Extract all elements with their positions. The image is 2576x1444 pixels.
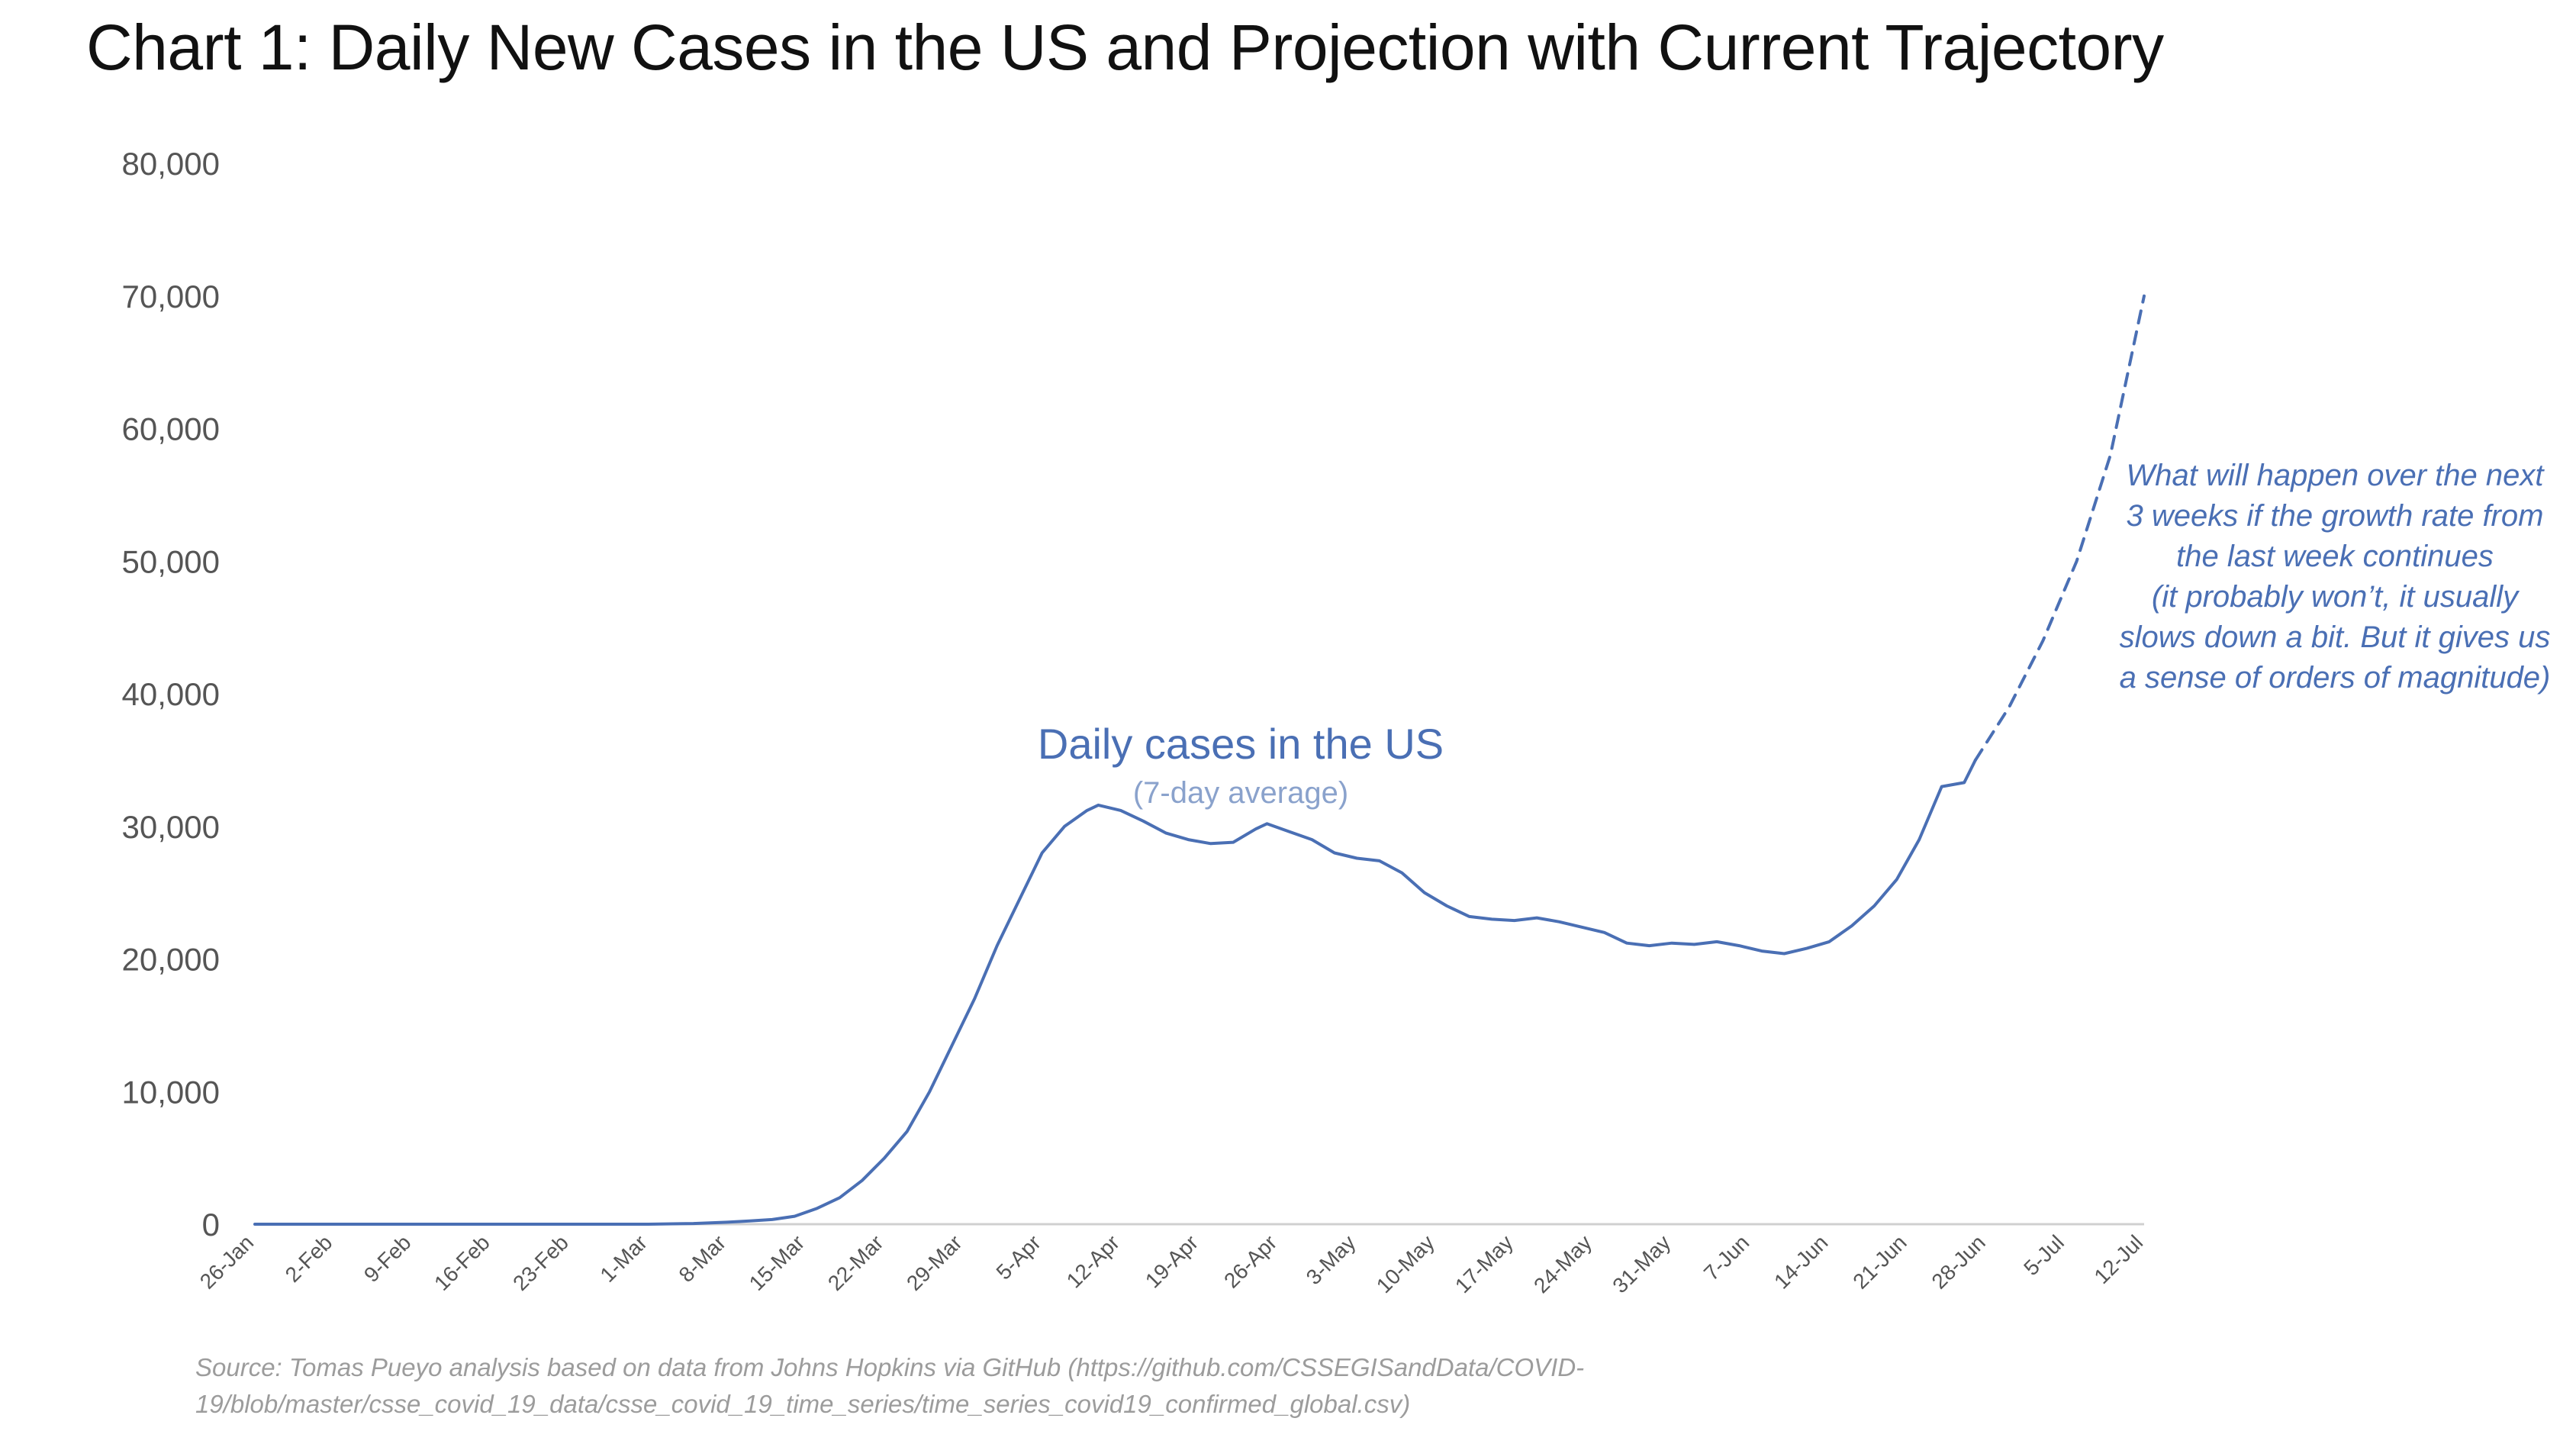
- x-tick-label: 21-Jun: [1848, 1230, 1911, 1293]
- y-tick-label: 0: [202, 1207, 220, 1243]
- x-tick-label: 5-Jul: [2019, 1230, 2069, 1280]
- x-tick-label: 10-May: [1372, 1230, 1439, 1297]
- series-layer: [253, 294, 2146, 1226]
- y-tick-label: 40,000: [122, 676, 220, 712]
- x-tick-label: 19-Apr: [1141, 1230, 1203, 1292]
- chart-title: Chart 1: Daily New Cases in the US and P…: [86, 11, 2164, 83]
- x-tick-label: 15-Mar: [745, 1230, 810, 1295]
- x-tick-label: 16-Feb: [430, 1230, 494, 1295]
- x-tick-label: 22-Mar: [823, 1230, 888, 1295]
- y-tick-label: 30,000: [122, 809, 220, 845]
- x-tick-label: 8-Mar: [675, 1230, 731, 1287]
- projection-note-line: slows down a bit. But it gives us: [2120, 620, 2551, 654]
- x-tick-label: 12-Jul: [2089, 1230, 2147, 1288]
- x-tick-label: 24-May: [1529, 1230, 1596, 1297]
- x-axis-ticks: 26-Jan 2-Feb 9-Feb 16-Feb 23-Feb 1-Mar 8-Mar 15…: [195, 1230, 2147, 1297]
- x-tick-label: 5-Apr: [992, 1230, 1045, 1284]
- projection-note-line: a sense of orders of magnitude): [2120, 661, 2551, 695]
- x-tick-label: 12-Apr: [1062, 1230, 1124, 1292]
- series-label: Daily cases in the US: [1038, 720, 1444, 768]
- x-tick-label: 26-Apr: [1219, 1230, 1281, 1292]
- daily-cases-line: [253, 758, 1977, 1226]
- x-tick-label: 1-Mar: [595, 1230, 652, 1287]
- projection-line: [1973, 294, 2146, 762]
- x-tick-label: 3-May: [1302, 1230, 1360, 1289]
- y-tick-label: 20,000: [122, 942, 220, 978]
- projection-note-line: the last week continues: [2176, 540, 2494, 573]
- y-tick-label: 50,000: [122, 543, 220, 579]
- x-tick-label: 9-Feb: [359, 1230, 416, 1287]
- x-tick-label: 17-May: [1451, 1230, 1518, 1297]
- projection-note-line: What will happen over the next: [2127, 459, 2545, 492]
- y-tick-label: 10,000: [122, 1074, 220, 1110]
- series-sublabel: (7-day average): [1133, 776, 1348, 810]
- y-axis-ticks: 0 10,000 20,000 30,000 40,000 50,000 60,000 70,…: [122, 146, 220, 1243]
- x-tick-label: 31-May: [1608, 1230, 1675, 1297]
- projection-annotation: What will happen over the next 3 weeks if…: [2120, 459, 2551, 695]
- x-tick-label: 28-Jun: [1927, 1230, 1989, 1293]
- x-tick-label: 29-Mar: [902, 1230, 967, 1295]
- projection-note-line: 3 weeks if the growth rate from: [2127, 499, 2544, 533]
- x-tick-label: 7-Jun: [1699, 1230, 1753, 1284]
- y-tick-label: 60,000: [122, 411, 220, 447]
- y-tick-label: 80,000: [122, 146, 220, 182]
- source-note: Source: Tomas Pueyo analysis based on da…: [195, 1353, 1585, 1418]
- x-tick-label: 23-Feb: [508, 1230, 573, 1295]
- projection-note-line: (it probably won’t, it usually: [2152, 580, 2520, 614]
- y-tick-label: 70,000: [122, 279, 220, 314]
- x-tick-label: 14-Jun: [1769, 1230, 1832, 1293]
- x-tick-label: 2-Feb: [281, 1230, 337, 1287]
